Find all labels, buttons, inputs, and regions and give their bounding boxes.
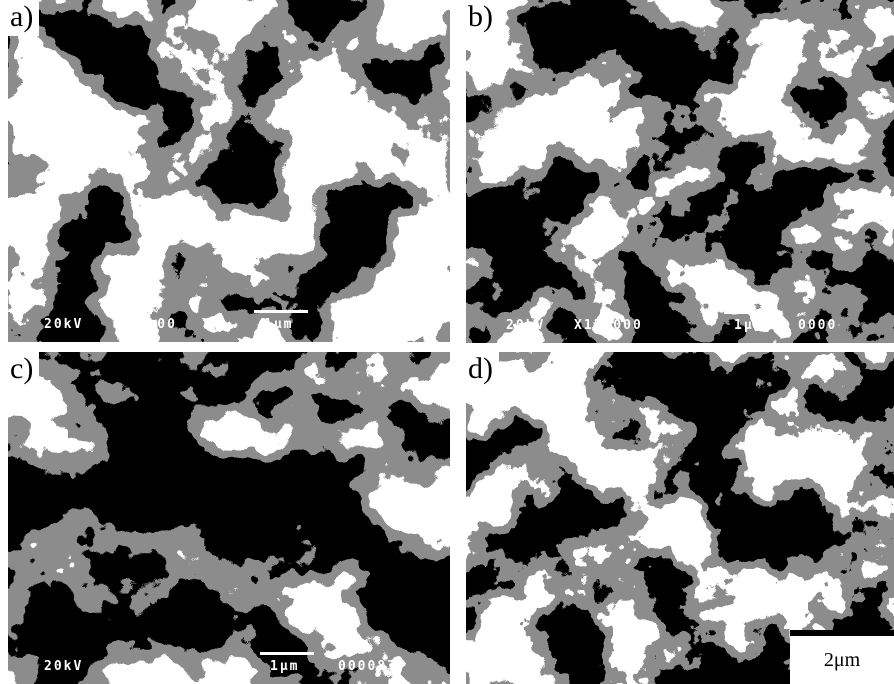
sem-image <box>8 352 450 684</box>
magnification: X15,000 <box>574 318 643 333</box>
scale: 1μm <box>264 317 293 332</box>
micrograph-c: c) 20kV 1μm 000083 <box>8 352 450 684</box>
particles <box>8 0 450 342</box>
sem-image <box>466 0 894 343</box>
scale-bar <box>260 652 314 655</box>
scale: 1μm <box>734 318 763 333</box>
particles <box>8 352 450 684</box>
voltage: 20kV <box>44 659 83 674</box>
micrograph-d: d) 2μm <box>466 352 894 684</box>
panel-label: b) <box>466 0 499 36</box>
scale-box: 2μm <box>790 630 894 684</box>
panel-label: a) <box>8 0 39 36</box>
voltage: 20kV <box>44 317 83 332</box>
micrograph-b: b) 20kV X15,000 1μm 0000 <box>466 0 894 343</box>
scale: 1μm <box>270 659 299 674</box>
scale-bar <box>254 310 308 313</box>
micrograph-a: a) 20kV X15,00 1μm 000081 <box>8 0 450 342</box>
image-id: 000083 <box>338 659 397 674</box>
scale-bar <box>724 311 778 314</box>
magnification: X15,00 <box>118 317 177 332</box>
image-id: 0000 <box>798 318 837 333</box>
panel-label: d) <box>466 352 499 388</box>
panel-label: c) <box>8 352 39 388</box>
image-id: 000081 <box>334 317 393 332</box>
page: {"panels": [ {"label": "a)", "voltage": … <box>0 0 894 684</box>
particles <box>466 0 894 343</box>
sem-image <box>8 0 450 342</box>
voltage: 20kV <box>506 318 545 333</box>
